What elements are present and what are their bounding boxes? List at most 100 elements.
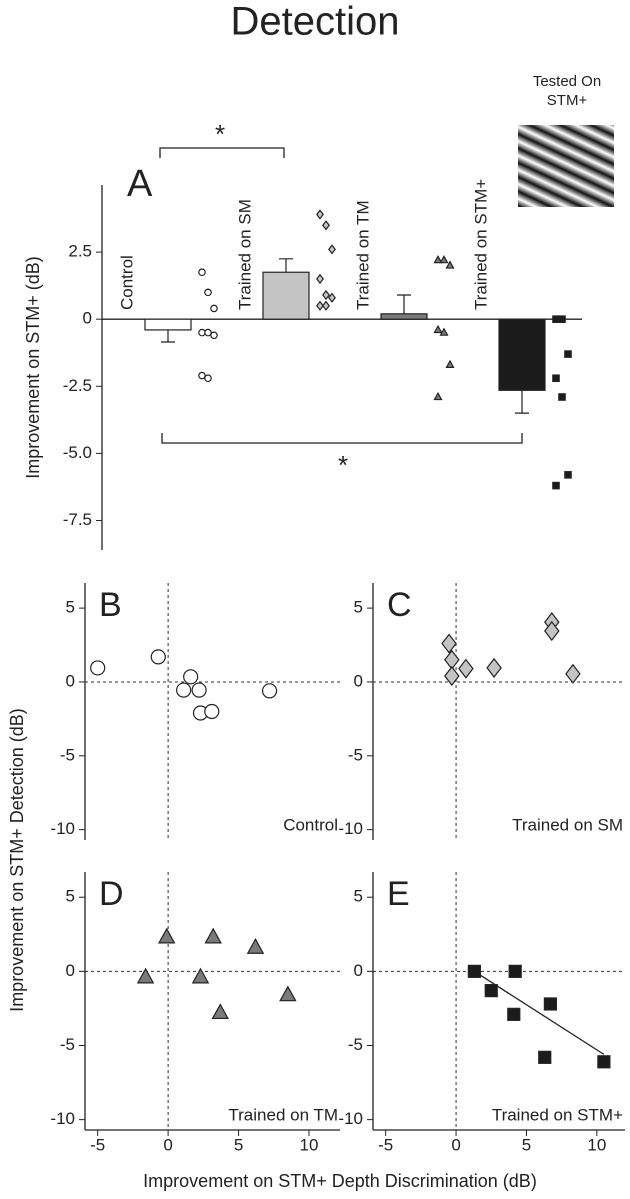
marker xyxy=(322,300,330,311)
x-tick-label: 0 xyxy=(163,1135,172,1154)
marker xyxy=(204,288,212,297)
y-tick-label: -5.0 xyxy=(63,443,92,462)
marker xyxy=(433,255,443,264)
x-tick-label: 10 xyxy=(300,1135,319,1154)
x-tick-label: -5 xyxy=(90,1135,105,1154)
y-tick-label: 0 xyxy=(83,309,92,328)
marker xyxy=(441,633,457,654)
significance-bracket xyxy=(161,433,523,444)
marker xyxy=(445,260,455,269)
marker xyxy=(444,665,460,687)
y-tick-label: 5 xyxy=(66,598,75,617)
category-label: Trained on SM xyxy=(235,199,254,310)
y-tick-label: -5 xyxy=(60,1035,75,1054)
x-tick-label: 5 xyxy=(522,1135,531,1154)
x-tick-label: 5 xyxy=(234,1135,243,1154)
y-tick-label: -5 xyxy=(348,745,363,764)
panel-letter: A xyxy=(127,163,153,205)
panel-letter: B xyxy=(99,586,122,624)
x-tick-label: 10 xyxy=(587,1135,606,1154)
y-tick-label: 2.5 xyxy=(68,242,92,261)
y-tick-label: 0 xyxy=(66,671,75,690)
marker xyxy=(204,927,222,944)
y-tick-label: -10 xyxy=(338,1109,363,1128)
panel-label: Trained on SM xyxy=(512,815,623,834)
marker xyxy=(439,327,449,336)
marker xyxy=(328,292,336,303)
error-bar xyxy=(515,390,529,414)
significance-bracket xyxy=(159,147,285,158)
y-tick-label: -10 xyxy=(50,1109,75,1128)
panel-letter: D xyxy=(99,875,124,913)
grating-stimulus xyxy=(518,125,614,207)
y-tick-label: -5 xyxy=(348,1035,363,1054)
marker xyxy=(467,964,481,978)
marker xyxy=(316,300,324,311)
marker xyxy=(543,997,557,1011)
y-tick-label: -5 xyxy=(60,745,75,764)
marker xyxy=(544,620,560,642)
x-axis-label: Improvement on STM+ Depth Discrimination… xyxy=(143,1171,537,1191)
marker xyxy=(261,683,278,699)
bar xyxy=(380,313,428,320)
marker xyxy=(433,391,443,401)
marker xyxy=(279,985,297,1002)
panel-label: Trained on STM+ xyxy=(492,1105,623,1124)
error-bar xyxy=(279,258,293,273)
marker xyxy=(558,393,566,401)
marker xyxy=(204,374,212,383)
category-label: Trained on STM+ xyxy=(471,179,490,310)
inset-label: STM+ xyxy=(547,92,588,109)
inset-label: Tested On xyxy=(533,73,601,90)
marker xyxy=(552,481,560,490)
bar xyxy=(498,318,546,391)
marker xyxy=(211,1003,229,1020)
marker xyxy=(204,328,212,337)
marker xyxy=(176,682,192,698)
marker xyxy=(458,658,474,679)
y-tick-label: 0 xyxy=(354,961,363,980)
marker xyxy=(508,964,522,978)
panel-letter: C xyxy=(387,586,412,624)
marker xyxy=(558,315,566,323)
error-bar xyxy=(161,329,175,343)
marker xyxy=(322,289,330,301)
marker xyxy=(210,304,218,313)
marker xyxy=(484,984,498,998)
marker xyxy=(328,244,336,255)
marker xyxy=(210,331,218,340)
significance-star: * xyxy=(338,450,348,480)
x-tick-label: -5 xyxy=(378,1135,393,1154)
marker xyxy=(565,663,581,684)
category-label: Control xyxy=(117,255,136,310)
marker xyxy=(150,649,166,665)
y-tick-label: 5 xyxy=(354,598,363,617)
panel-label: Control xyxy=(283,815,338,834)
y-tick-label: 5 xyxy=(354,887,363,906)
marker xyxy=(538,1050,552,1064)
marker xyxy=(157,927,176,944)
y-axis-label: Improvement on STM+ Detection (dB) xyxy=(7,708,27,1012)
significance-star: * xyxy=(215,119,225,149)
marker xyxy=(445,359,455,368)
marker xyxy=(136,967,155,984)
fit-line xyxy=(474,970,605,1055)
bar xyxy=(144,318,192,331)
marker xyxy=(564,471,572,479)
marker xyxy=(552,374,560,383)
y-tick-label: 5 xyxy=(66,887,75,906)
marker xyxy=(597,1055,611,1069)
x-tick-label: 0 xyxy=(451,1135,460,1154)
y-tick-label: -7.5 xyxy=(63,510,92,529)
marker xyxy=(322,220,330,231)
marker xyxy=(191,682,207,698)
marker xyxy=(198,371,206,380)
marker xyxy=(183,669,199,685)
marker xyxy=(316,273,324,285)
figure-title: Detection xyxy=(231,0,400,44)
marker xyxy=(564,350,572,358)
y-tick-label: -2.5 xyxy=(63,376,92,395)
marker xyxy=(507,1007,521,1021)
marker xyxy=(246,937,265,954)
